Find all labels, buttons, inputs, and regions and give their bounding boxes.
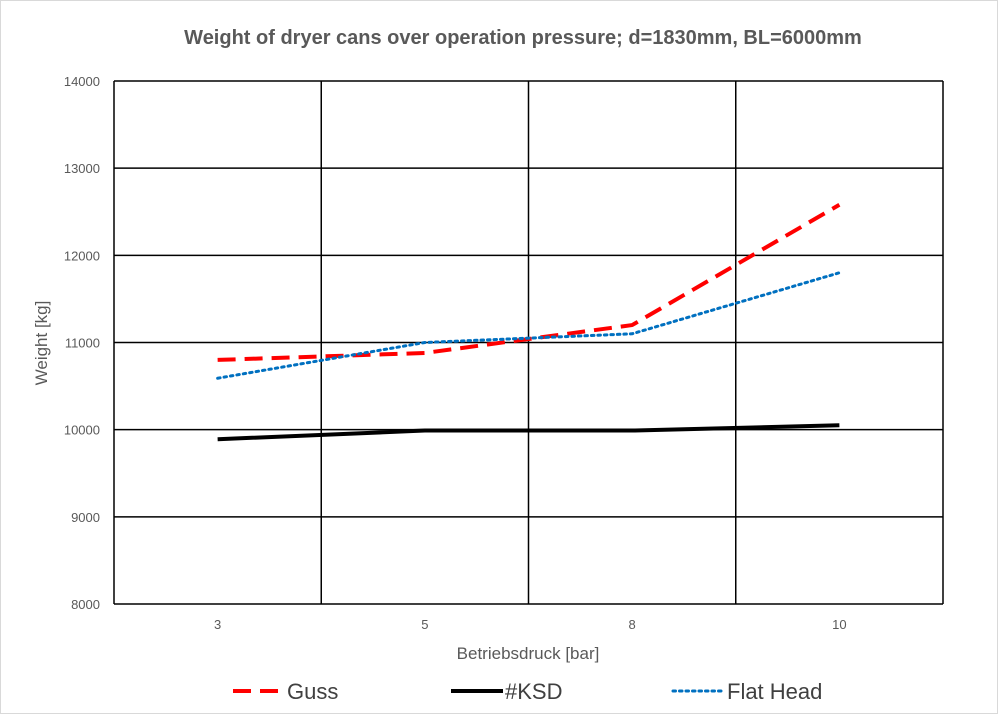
grid-lines [113, 80, 944, 605]
series-line-flat-head [216, 271, 841, 380]
y-tick-label: 9000 [71, 510, 100, 525]
x-axis-label: Betriebsdruck [bar] [457, 644, 600, 663]
y-axis-ticks: 8000 9000 10000 11000 12000 13000 14000 [64, 74, 100, 612]
legend-label: Guss [287, 679, 338, 704]
y-axis-label: Weight [kg] [32, 301, 51, 386]
x-tick-label: 3 [214, 617, 221, 632]
x-tick-label: 10 [832, 617, 846, 632]
legend-label: Flat Head [727, 679, 822, 704]
chart-title: Weight of dryer cans over operation pres… [184, 27, 862, 49]
y-tick-label: 14000 [64, 74, 100, 89]
legend: Guss #KSD Flat Head [233, 679, 822, 704]
x-axis-ticks: 3 5 8 10 [214, 617, 847, 632]
series-lines [216, 203, 841, 442]
legend-label: #KSD [505, 679, 562, 704]
series-line--ksd [217, 423, 840, 442]
y-tick-label: 11000 [65, 336, 100, 351]
y-tick-label: 10000 [64, 423, 100, 438]
y-tick-label: 8000 [71, 597, 100, 612]
x-tick-label: 8 [629, 617, 636, 632]
x-tick-label: 5 [421, 617, 428, 632]
y-tick-label: 13000 [64, 161, 100, 176]
y-tick-label: 12000 [64, 248, 100, 263]
